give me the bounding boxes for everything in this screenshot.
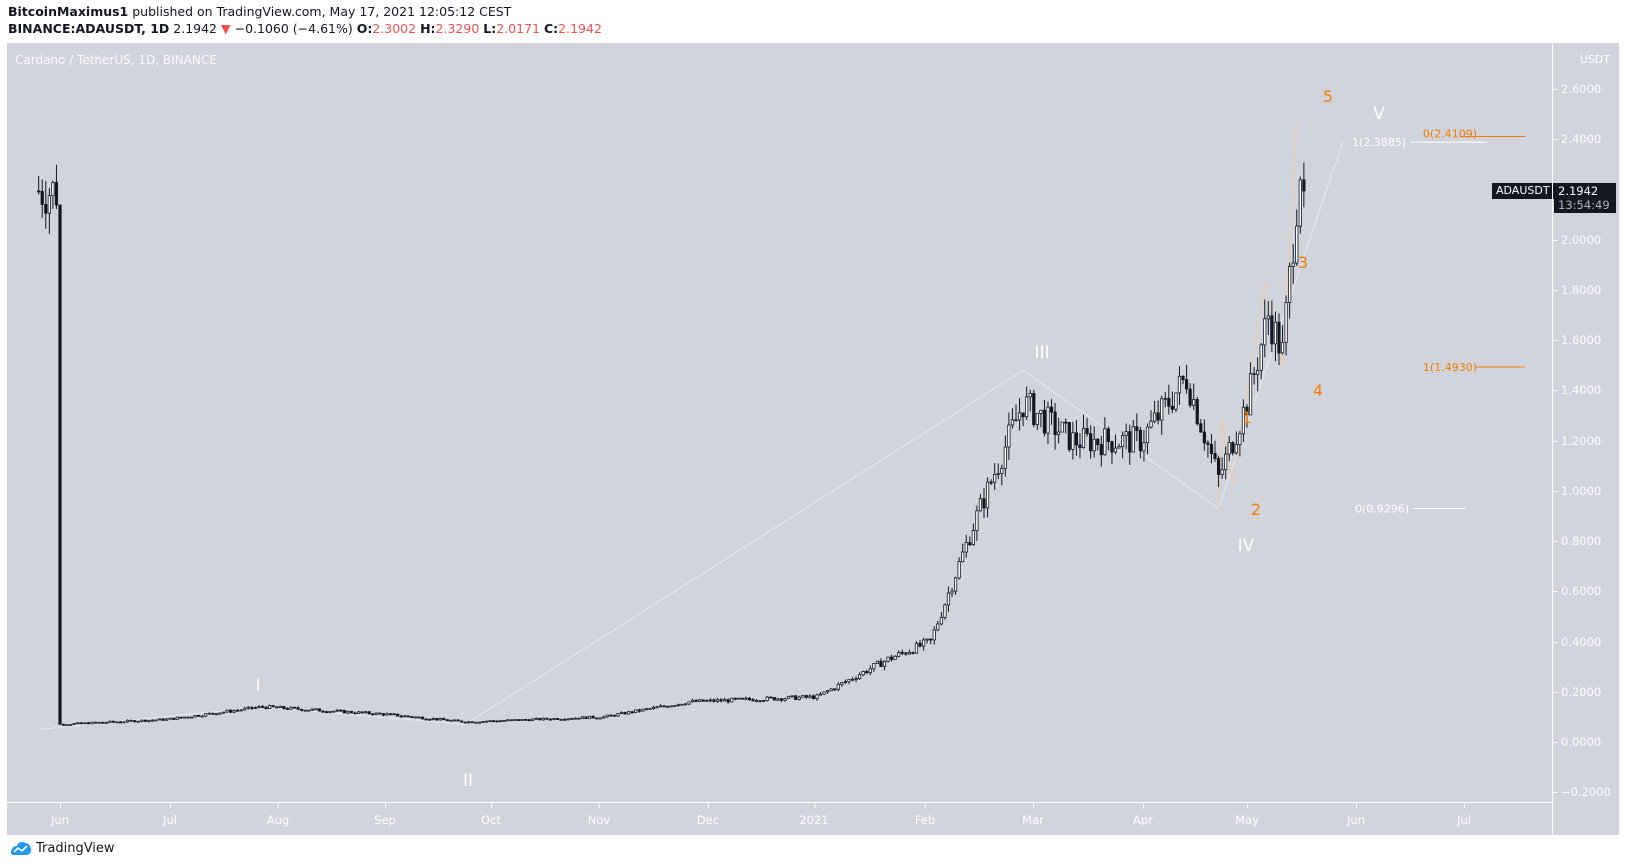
tradingview-logo-icon xyxy=(11,842,31,855)
symbol-info: BINANCE:ADAUSDT, 1D 2.1942 ▼ −0.1060 (−4… xyxy=(8,21,602,36)
fib-white-bottom-label: 0(0.9296) xyxy=(1355,503,1409,516)
wave-label-5: 5 xyxy=(1323,87,1333,106)
time-tick: Oct xyxy=(481,803,501,827)
open-value: 2.3002 xyxy=(372,21,417,36)
wave-label-4: 4 xyxy=(1313,381,1323,400)
open-label: O: xyxy=(356,21,373,36)
wave-label-I: I xyxy=(255,676,260,696)
time-tick: Dec xyxy=(696,803,720,827)
time-tick: Jun xyxy=(51,803,69,827)
last-price: 2.1942 xyxy=(173,21,218,36)
high-label: H: xyxy=(420,21,436,36)
symbol-tag: ADAUSDT xyxy=(1492,182,1554,199)
fib-orange-top-label: 0(2.4109) xyxy=(1423,127,1477,140)
price-tick: 1.8000 xyxy=(1552,282,1602,297)
published-text: published on TradingView.com, May 17, 20… xyxy=(132,4,512,19)
time-tick: Jul xyxy=(163,803,177,827)
wave-label-V: V xyxy=(1373,104,1385,124)
time-axis[interactable]: Jun Jul Aug Sep Oct Nov Dec 2021 Feb Mar Apr May Jun… xyxy=(7,802,1552,836)
price-tick: −0.2000 xyxy=(1553,785,1611,800)
price-tick: 1.0000 xyxy=(1552,483,1602,498)
price-tick: 2.6000 xyxy=(1552,82,1602,96)
low-label: L: xyxy=(483,21,497,36)
time-tick: May xyxy=(1235,803,1259,827)
chart-title: Cardano / TetherUS, 1D, BINANCE xyxy=(15,53,217,67)
time-tick: Nov xyxy=(587,803,611,827)
close-value: 2.1942 xyxy=(558,21,602,36)
bar-countdown: 13:54:49 xyxy=(1558,197,1610,212)
publish-info: BitcoinMaximus1 published on TradingView… xyxy=(8,4,511,19)
close-label: C: xyxy=(543,21,559,36)
wave-label-2: 2 xyxy=(1251,500,1261,519)
elliott-major-wave-line xyxy=(38,141,1344,730)
price-tick: 0.4000 xyxy=(1552,634,1602,649)
time-tick: Feb xyxy=(914,803,936,827)
time-tick: Apr xyxy=(1133,803,1153,827)
last-price-label: 2.1942 13:54:49 xyxy=(1554,182,1616,213)
author-name[interactable]: BitcoinMaximus1 xyxy=(8,4,129,19)
chart-container[interactable]: Cardano / TetherUS, 1D, BINANCE 1(2.3885… xyxy=(7,43,1619,835)
wave-label-IV: IV xyxy=(1238,536,1255,556)
change-value: −0.1060 (−4.61%) xyxy=(234,21,353,36)
time-tick: Mar xyxy=(1022,803,1044,827)
price-tick: 1.6000 xyxy=(1552,333,1602,348)
time-tick: Aug xyxy=(266,803,290,827)
candlestick-chart[interactable]: 1(2.3885)0(2.4109)1(1.4930)0(0.9296)IIII… xyxy=(7,43,1552,802)
fib-white-top-label: 1(2.3885) xyxy=(1352,136,1406,149)
time-tick: 2021 xyxy=(799,803,829,827)
currency-label: USDT xyxy=(1579,53,1610,66)
price-tick: 0.2000 xyxy=(1552,684,1602,699)
time-tick: Jul xyxy=(1457,803,1471,827)
last-price-value: 2.1942 xyxy=(1558,183,1599,198)
price-tick: 1.2000 xyxy=(1552,433,1602,448)
brand-name: TradingView xyxy=(36,840,115,856)
price-tick: 1.4000 xyxy=(1552,383,1602,398)
price-axis[interactable]: USDT 2.1942 13:54:49 2.60002.40002.20002… xyxy=(1552,43,1620,835)
wave-label-III: III xyxy=(1034,343,1049,363)
wave-label-1: 1 xyxy=(1242,408,1252,427)
triangle-down-icon: ▼ xyxy=(221,21,231,36)
candles xyxy=(37,162,1306,727)
high-value: 2.3290 xyxy=(435,21,480,36)
symbol-label: BINANCE:ADAUSDT, 1D xyxy=(8,21,170,36)
price-tick: 0.6000 xyxy=(1552,584,1602,599)
wave-label-3: 3 xyxy=(1298,253,1308,272)
wave-label-II: II xyxy=(463,771,473,791)
price-tick: 0.0000 xyxy=(1552,735,1602,749)
price-tick: 2.4000 xyxy=(1552,132,1602,147)
price-tick: 2.0000 xyxy=(1552,232,1602,247)
price-tick: 0.8000 xyxy=(1552,534,1602,549)
plot-area[interactable]: Cardano / TetherUS, 1D, BINANCE 1(2.3885… xyxy=(7,43,1554,802)
low-value: 2.0171 xyxy=(496,21,540,36)
time-tick: Jun xyxy=(1347,803,1365,827)
fib-orange-bottom-label: 1(1.4930) xyxy=(1423,361,1477,374)
footer-brand[interactable]: TradingView xyxy=(10,840,115,856)
time-tick: Sep xyxy=(374,803,396,827)
